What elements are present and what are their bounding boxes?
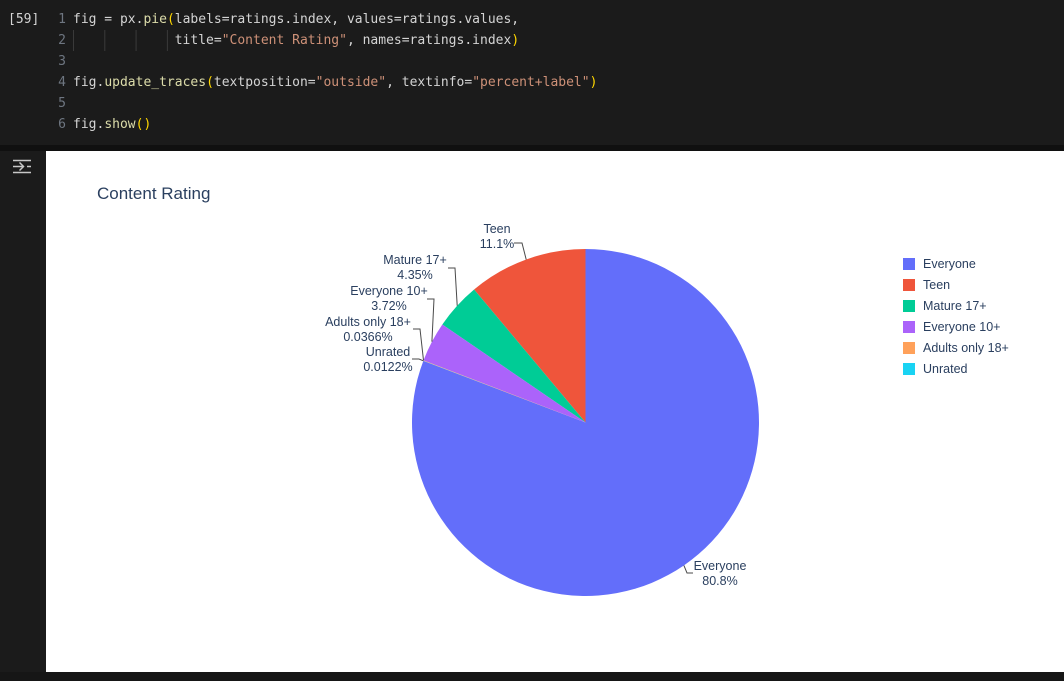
legend-item-teen[interactable]: Teen: [903, 278, 1009, 292]
leader-line-mature-17plus: [448, 267, 458, 306]
legend-item-everyone[interactable]: Everyone: [903, 257, 1009, 271]
legend-label: Everyone: [923, 257, 976, 271]
legend-marker-adults-only-18plus: [903, 342, 915, 354]
pie-chart-svg: [411, 242, 759, 596]
slice-label-everyone-10plus: Everyone 10+ 3.72%: [350, 284, 428, 313]
pie-slice-unrated[interactable]: [423, 360, 586, 423]
line-number: 3: [58, 54, 66, 69]
output-options-icon[interactable]: [10, 157, 34, 176]
leader-line-everyone-10plus: [427, 298, 435, 342]
legend-marker-everyone: [903, 258, 915, 270]
pie-slice-everyone-10-[interactable]: [423, 324, 586, 423]
pie-slices[interactable]: [411, 249, 759, 596]
leader-line-teen: [514, 242, 527, 260]
legend-marker-teen: [903, 279, 915, 291]
legend-marker-everyone-10plus: [903, 321, 915, 333]
legend: Everyone Teen Mature 17+ Everyone 10+ Ad…: [903, 257, 1009, 376]
legend-label: Teen: [923, 278, 951, 292]
code-line[interactable]: 6 fig.show(): [0, 114, 1064, 135]
line-number: 5: [58, 96, 66, 111]
line-number: 4: [58, 75, 66, 90]
slice-label-unrated: Unrated 0.0122%: [363, 345, 413, 374]
cell-output-divider: [0, 145, 1064, 151]
slice-label-adults-only-18plus: Adults only 18+ 0.0366%: [325, 315, 411, 344]
code-line[interactable]: 4 fig.update_traces(textposition="outside…: [0, 72, 1064, 93]
legend-marker-unrated: [903, 363, 915, 375]
plotly-chart-output: Content Rating Teen 11.1% Mature 17+ 4.3…: [46, 151, 1064, 672]
legend-label: Mature 17+: [923, 299, 987, 313]
code-line[interactable]: 1 fig = px.pie(labels=ratings.index, valu…: [0, 9, 1064, 30]
legend-item-mature-17plus[interactable]: Mature 17+: [903, 299, 1009, 313]
code-line[interactable]: 2 title="Content Rating", names=ratings.i…: [0, 30, 1064, 51]
chart-title: Content Rating: [97, 184, 211, 203]
line-number: 1: [58, 12, 66, 27]
code-editor[interactable]: 1 fig = px.pie(labels=ratings.index, valu…: [0, 9, 1064, 135]
leader-line-everyone: [683, 565, 693, 574]
line-number: 6: [58, 117, 66, 132]
code-line[interactable]: 5: [0, 93, 1064, 114]
code-line[interactable]: 3: [0, 51, 1064, 72]
legend-marker-mature-17plus: [903, 300, 915, 312]
pie-slice-adults-only-18-[interactable]: [423, 360, 586, 423]
line-number: 2: [58, 33, 66, 48]
output-row: Content Rating Teen 11.1% Mature 17+ 4.3…: [0, 151, 1064, 672]
leader-line-adults-only-18plus: [413, 328, 424, 361]
slice-label-everyone: Everyone 80.8%: [693, 559, 747, 588]
slice-label-teen: Teen 11.1%: [479, 222, 515, 251]
legend-item-adults-only-18plus[interactable]: Adults only 18+: [903, 341, 1009, 355]
pie-slice-mature-17-[interactable]: [442, 289, 586, 423]
code-cell[interactable]: [59] 1 fig = px.pie(labels=ratings.index,…: [0, 0, 1064, 145]
legend-label: Unrated: [923, 362, 968, 376]
indent-guides: [73, 30, 175, 51]
slice-label-mature-17plus: Mature 17+ 4.35%: [383, 253, 447, 282]
pie-slice-teen[interactable]: [474, 249, 586, 423]
legend-label: Adults only 18+: [923, 341, 1009, 355]
execution-count: [59]: [8, 12, 40, 27]
legend-item-everyone-10plus[interactable]: Everyone 10+: [903, 320, 1009, 334]
legend-item-unrated[interactable]: Unrated: [903, 362, 1009, 376]
legend-label: Everyone 10+: [923, 320, 1001, 334]
leader-line-unrated: [412, 358, 424, 362]
output-gutter: [0, 151, 46, 672]
